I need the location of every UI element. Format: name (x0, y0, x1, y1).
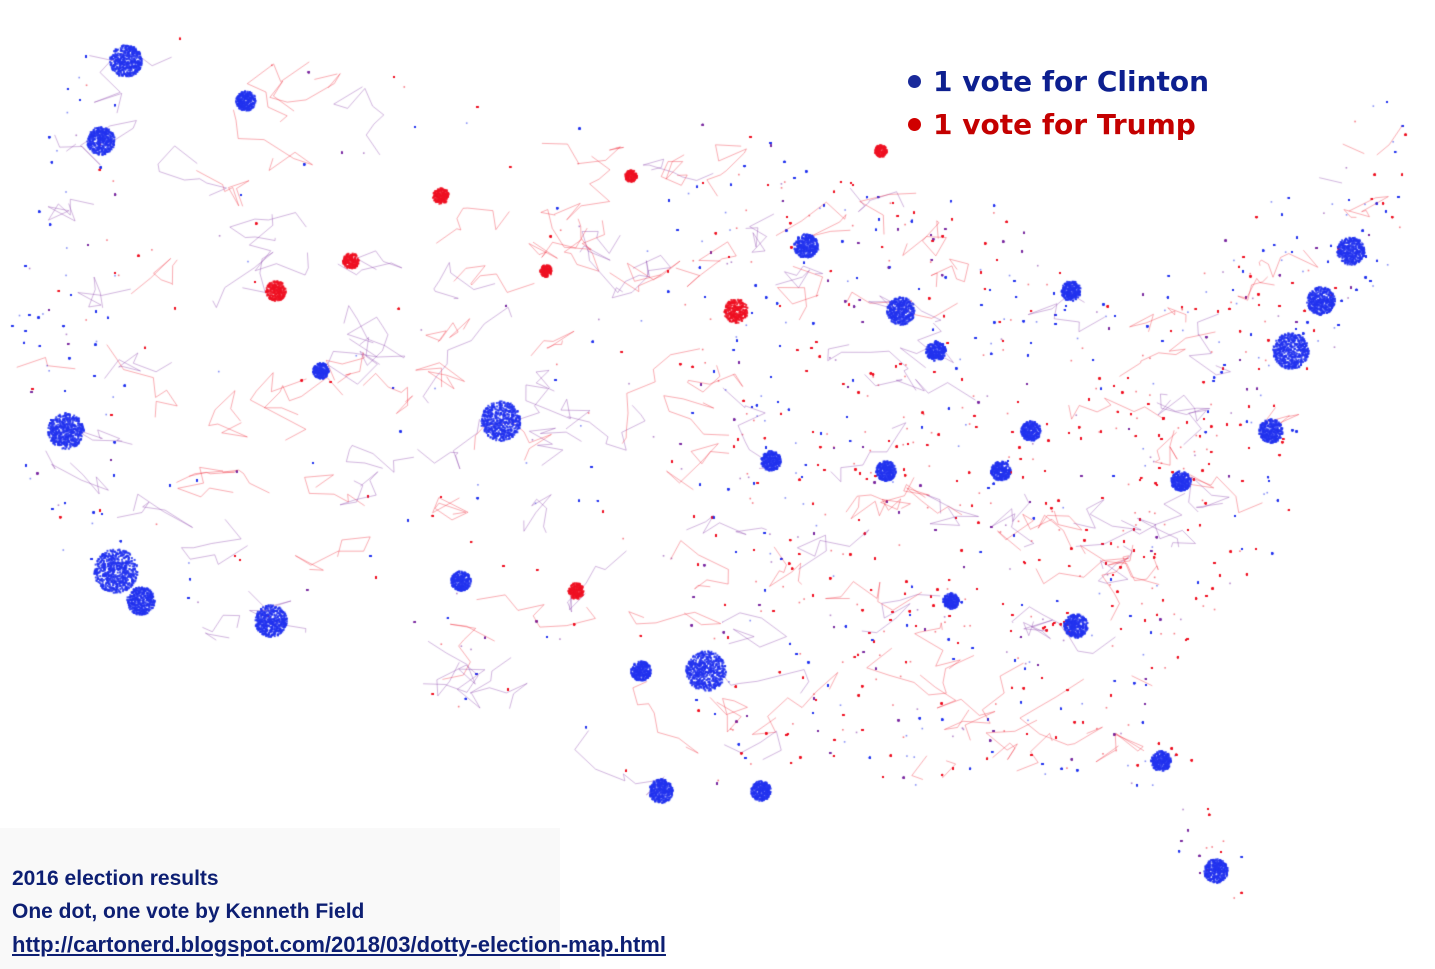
legend-item-trump: 1 vote for Trump (908, 103, 1209, 146)
legend: 1 vote for Clinton 1 vote for Trump (908, 60, 1209, 146)
caption-title: 2016 election results (12, 867, 219, 890)
caption-background (0, 828, 560, 969)
legend-item-clinton: 1 vote for Clinton (908, 60, 1209, 103)
source-link[interactable]: http://cartonerd.blogspot.com/2018/03/do… (12, 932, 666, 957)
legend-label-trump: 1 vote for Trump (933, 108, 1196, 141)
trump-dot-icon (908, 118, 921, 131)
caption-author: One dot, one vote by Kenneth Field (12, 900, 365, 923)
legend-label-clinton: 1 vote for Clinton (933, 65, 1210, 98)
clinton-dot-icon (908, 75, 921, 88)
caption: 2016 election results One dot, one vote … (12, 862, 666, 962)
